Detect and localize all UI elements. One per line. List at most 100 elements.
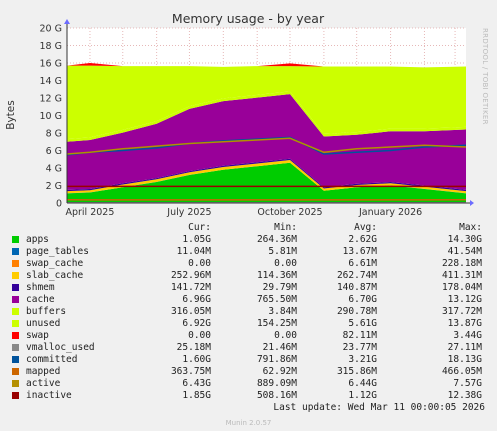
- legend-cur: 25.18M: [176, 342, 211, 353]
- legend-cur: 316.05M: [170, 306, 211, 317]
- memory-chart: Memory usage - by year Bytes 0 2 G 4 G 6 G 8…: [5, 11, 474, 218]
- legend-max: 3.44G: [453, 330, 482, 341]
- legend-max: 12.38G: [447, 390, 482, 401]
- legend-max: 466.05M: [441, 366, 482, 377]
- legend-name: unused: [26, 318, 61, 329]
- legend-min: 5.81M: [268, 246, 297, 257]
- legend-swatch-icon: [12, 332, 19, 339]
- legend-swatch-icon: [12, 356, 19, 363]
- x-tick-label: October 2025: [257, 207, 322, 218]
- legend-max: 14.30G: [447, 234, 482, 245]
- legend-min: 264.36M: [256, 234, 297, 245]
- legend-row-apps: apps 1.05G 264.36M 2.62G 14.30G: [12, 234, 492, 246]
- legend-row-mapped: mapped 363.75M 62.92M 315.86M 466.05M: [12, 366, 492, 378]
- legend-row-slab-cache: slab_cache 252.96M 114.36M 262.74M 411.31M: [12, 270, 492, 282]
- legend-avg: 6.70G: [348, 294, 377, 305]
- legend-max: 13.12G: [447, 294, 482, 305]
- legend-avg: 5.61G: [348, 318, 377, 329]
- legend-cur: 141.72M: [170, 282, 211, 293]
- y-tick-label: 10 G: [40, 111, 62, 122]
- y-tick-label: 18 G: [40, 41, 62, 52]
- legend-swatch-icon: [12, 392, 19, 399]
- y-tick-label: 8 G: [46, 129, 62, 140]
- legend-name: inactive: [26, 390, 72, 401]
- header-cur: Cur:: [188, 222, 211, 233]
- y-tick-label: 12 G: [40, 94, 62, 105]
- legend-name: apps: [26, 234, 49, 245]
- legend-table: Cur: Min: Avg: Max: apps 1.05G 264.36M 2.62…: [12, 222, 492, 402]
- legend-name: vmalloc_used: [26, 342, 95, 353]
- legend-swatch-icon: [12, 380, 19, 387]
- y-tick-label: 14 G: [40, 76, 62, 87]
- x-tick-label: January 2026: [358, 207, 422, 218]
- legend-max: 27.11M: [447, 342, 482, 353]
- x-tick-label: April 2025: [65, 207, 114, 218]
- y-tick-label: 6 G: [46, 146, 62, 157]
- legend-max: 13.87G: [447, 318, 482, 329]
- last-update: Last update: Wed Mar 11 00:00:05 2026: [273, 402, 485, 413]
- legend-avg: 290.78M: [336, 306, 377, 317]
- stacked-areas: [67, 63, 466, 203]
- y-axis-arrow-icon: [64, 19, 70, 24]
- legend-name: swap: [26, 330, 49, 341]
- legend-swatch-icon: [12, 368, 19, 375]
- legend-avg: 82.11M: [342, 330, 377, 341]
- legend-rows: apps 1.05G 264.36M 2.62G 14.30G page_tables 11…: [12, 234, 492, 402]
- legend-avg: 13.67M: [342, 246, 377, 257]
- legend-max: 228.18M: [441, 258, 482, 269]
- legend-row-shmem: shmem 141.72M 29.79M 140.87M 178.04M: [12, 282, 492, 294]
- legend-min: 114.36M: [256, 270, 297, 281]
- legend-swatch-icon: [12, 320, 19, 327]
- y-tick-label: 20 G: [40, 24, 62, 35]
- legend-min: 508.16M: [256, 390, 297, 401]
- legend-cur: 0.00: [188, 258, 211, 269]
- x-tick-labels: April 2025 July 2025 October 2025 January 2…: [65, 207, 422, 218]
- legend-swatch-icon: [12, 296, 19, 303]
- legend-swatch-icon: [12, 260, 19, 267]
- legend-cur: 6.92G: [182, 318, 211, 329]
- legend-min: 21.46M: [262, 342, 297, 353]
- x-tick-label: July 2025: [166, 207, 211, 218]
- legend-avg: 140.87M: [336, 282, 377, 293]
- legend-min: 62.92M: [262, 366, 297, 377]
- legend-swatch-icon: [12, 248, 19, 255]
- legend-cur: 252.96M: [170, 270, 211, 281]
- legend-name: committed: [26, 354, 78, 365]
- legend-max: 411.31M: [441, 270, 482, 281]
- y-tick-label: 16 G: [40, 59, 62, 70]
- legend-row-swap: swap 0.00 0.00 82.11M 3.44G: [12, 330, 492, 342]
- legend-max: 41.54M: [447, 246, 482, 257]
- rrdtool-watermark: RRDTOOL / TOBI OETIKER: [481, 28, 489, 125]
- legend-min: 791.86M: [256, 354, 297, 365]
- y-tick-label: 0: [56, 199, 62, 210]
- legend-cur: 6.43G: [182, 378, 211, 389]
- y-tick-label: 2 G: [46, 181, 62, 192]
- y-axis-label: Bytes: [5, 100, 17, 129]
- legend-row-cache: cache 6.96G 765.50M 6.70G 13.12G: [12, 294, 492, 306]
- legend-header: Cur: Min: Avg: Max:: [12, 222, 492, 234]
- line-active: [66, 137, 467, 155]
- legend-avg: 1.12G: [348, 390, 377, 401]
- munin-version: Munin 2.0.57: [225, 419, 272, 427]
- legend-avg: 315.86M: [336, 366, 377, 377]
- chart-title: Memory usage - by year: [172, 11, 325, 26]
- y-tick-labels: 0 2 G 4 G 6 G 8 G 10 G 12 G 14 G 16 G 18 G 20 G: [40, 24, 62, 210]
- legend-swatch-icon: [12, 308, 19, 315]
- legend-cur: 363.75M: [170, 366, 211, 377]
- legend-cur: 1.05G: [182, 234, 211, 245]
- legend-name: swap_cache: [26, 258, 84, 269]
- legend-cur: 0.00: [188, 330, 211, 341]
- legend-cur: 6.96G: [182, 294, 211, 305]
- legend-avg: 23.77M: [342, 342, 377, 353]
- legend-row-vmalloc-used: vmalloc_used 25.18M 21.46M 23.77M 27.11M: [12, 342, 492, 354]
- legend-name: cache: [26, 294, 55, 305]
- legend-row-page-tables: page_tables 11.04M 5.81M 13.67M 41.54M: [12, 246, 492, 258]
- legend-max: 18.13G: [447, 354, 482, 365]
- legend-name: buffers: [26, 306, 67, 317]
- legend-avg: 262.74M: [336, 270, 377, 281]
- legend-avg: 6.44G: [348, 378, 377, 389]
- legend-swatch-icon: [12, 272, 19, 279]
- legend-row-swap-cache: swap_cache 0.00 0.00 6.61M 228.18M: [12, 258, 492, 270]
- legend-min: 889.09M: [256, 378, 297, 389]
- legend-min: 29.79M: [262, 282, 297, 293]
